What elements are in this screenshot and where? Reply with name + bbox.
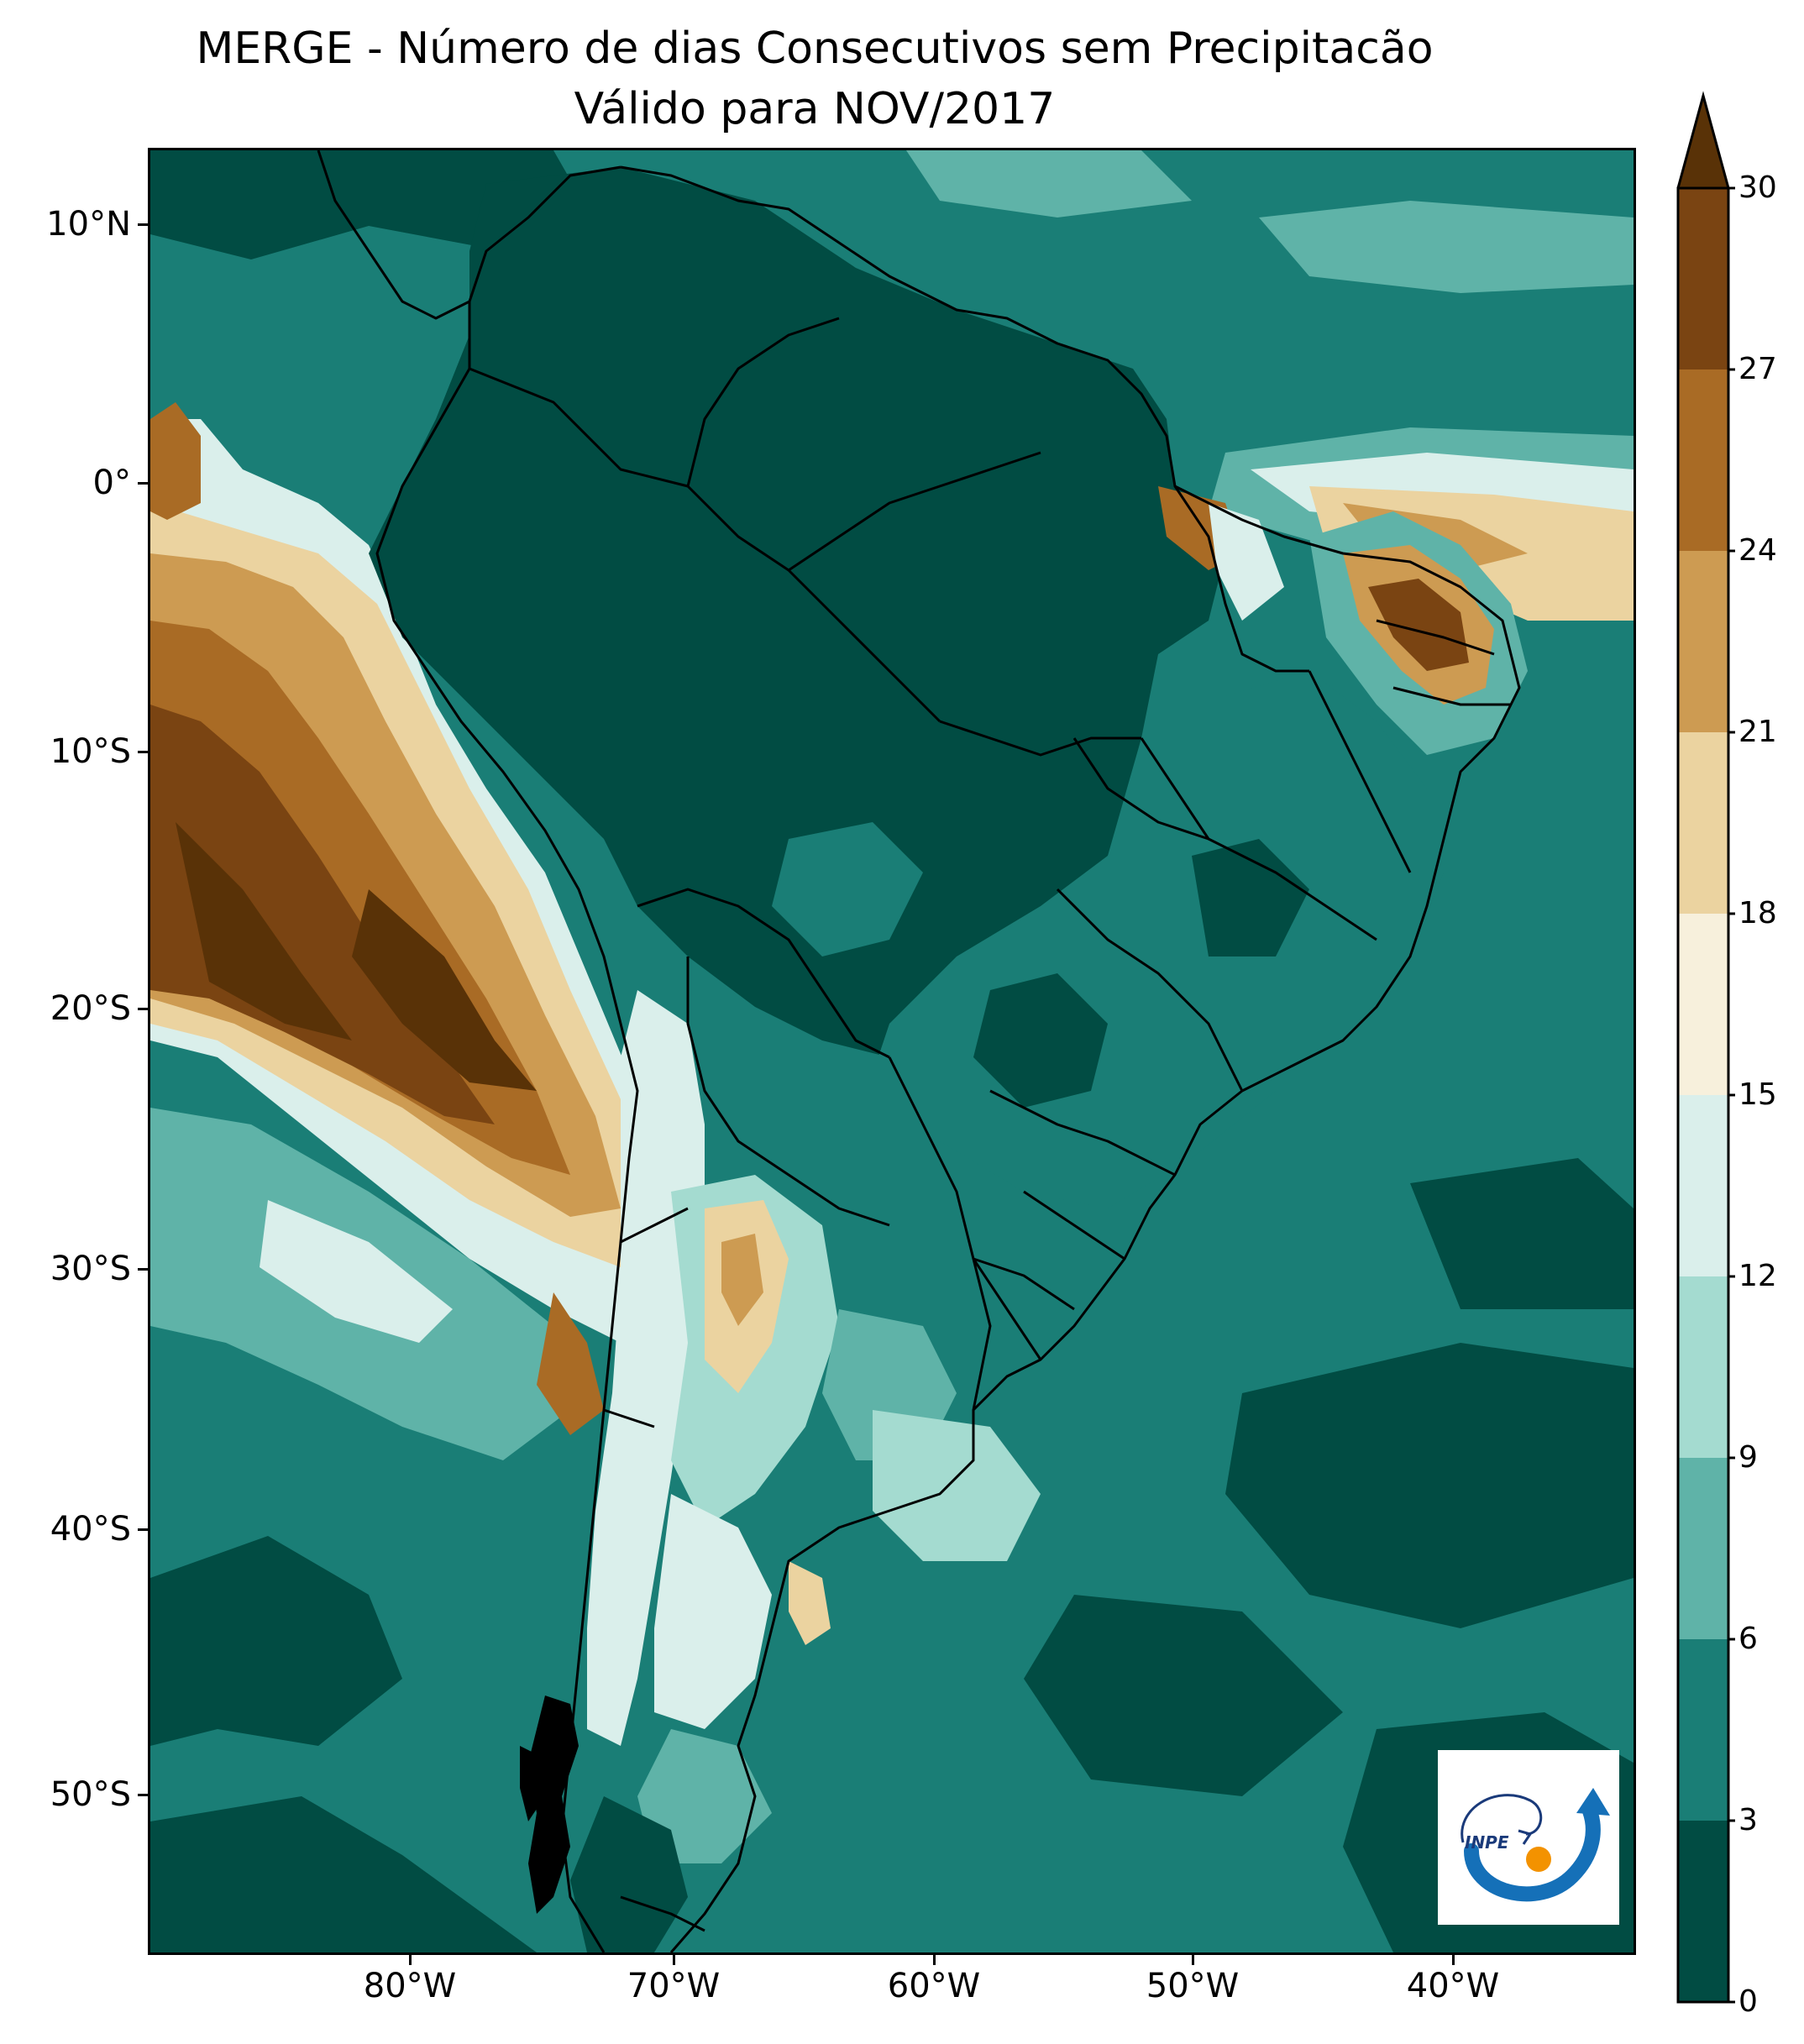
colorbar-segment bbox=[1678, 732, 1728, 914]
lat-tick bbox=[138, 1008, 148, 1010]
colorbar-extend-arrow-outline bbox=[1676, 91, 1730, 189]
lat-tick bbox=[138, 1794, 148, 1796]
country-borders bbox=[317, 150, 1521, 1952]
map-title: MERGE - Número de dias Consecutivos sem … bbox=[196, 24, 1434, 74]
colorbar-segment bbox=[1678, 551, 1728, 732]
colorbar-segment bbox=[1678, 1821, 1728, 2002]
lat-tick bbox=[138, 1268, 148, 1271]
lat-tick bbox=[138, 223, 148, 226]
colorbar-segment bbox=[1678, 1639, 1728, 1821]
colorbar-tick-label: 21 bbox=[1738, 715, 1777, 749]
lat-label-20s: 20°S bbox=[50, 989, 131, 1028]
inpe-logo-text: INPE bbox=[1465, 1832, 1509, 1853]
lon-label-40w: 40°W bbox=[1406, 1967, 1500, 2005]
precipitation-map bbox=[150, 150, 1634, 1952]
colorbar-tick-label: 15 bbox=[1738, 1077, 1777, 1112]
colorbar-segment bbox=[1678, 1095, 1728, 1276]
lon-tick bbox=[1452, 1955, 1455, 1965]
chile-fjords bbox=[520, 1695, 579, 1914]
colorbar-segment bbox=[1678, 369, 1728, 551]
colorbar-segment bbox=[1678, 188, 1728, 369]
lat-tick bbox=[138, 1528, 148, 1531]
lat-tick bbox=[138, 482, 148, 485]
colorbar-segment bbox=[1678, 1276, 1728, 1458]
colorbar-tick-label: 18 bbox=[1738, 896, 1777, 930]
colorbar-tick-label: 9 bbox=[1738, 1440, 1758, 1475]
central-brazil-region bbox=[772, 671, 1444, 1208]
lon-label-60w: 60°W bbox=[887, 1967, 981, 2005]
map-subtitle: Válido para NOV/2017 bbox=[574, 84, 1056, 134]
lon-tick bbox=[409, 1955, 412, 1965]
lat-tick bbox=[138, 751, 148, 753]
lat-label-0: 0° bbox=[92, 464, 131, 502]
pacific-dry-region bbox=[150, 402, 663, 1460]
lon-tick bbox=[673, 1955, 675, 1965]
colorbar-segment bbox=[1678, 1458, 1728, 1639]
lon-tick bbox=[933, 1955, 936, 1965]
lon-label-80w: 80°W bbox=[363, 1967, 457, 2005]
colorbar bbox=[1676, 91, 1735, 2004]
lon-label-50w: 50°W bbox=[1146, 1967, 1240, 2005]
colorbar-tick-label: 24 bbox=[1738, 533, 1777, 568]
colorbar-tick-label: 0 bbox=[1738, 1984, 1758, 2019]
lon-label-70w: 70°W bbox=[627, 1967, 721, 2005]
colorbar-segments bbox=[1678, 96, 1728, 2002]
colorbar-segment bbox=[1678, 914, 1728, 1095]
colorbar-tick-label: 12 bbox=[1738, 1259, 1777, 1293]
colorbar-tick-label: 30 bbox=[1738, 170, 1777, 205]
amazon-region bbox=[369, 167, 1225, 1057]
lat-label-40s: 40°S bbox=[50, 1510, 131, 1549]
lat-label-30s: 30°S bbox=[50, 1250, 131, 1288]
colorbar-tick-label: 27 bbox=[1738, 352, 1777, 386]
colorbar-ticks bbox=[1728, 186, 1735, 2004]
inpe-logo-icon bbox=[1461, 1788, 1610, 1902]
colorbar-tick-label: 6 bbox=[1738, 1622, 1758, 1656]
lat-label-10n: 10°N bbox=[46, 205, 131, 244]
map-panel bbox=[148, 148, 1636, 1955]
lon-tick bbox=[1192, 1955, 1194, 1965]
andes-patagonia-region bbox=[570, 990, 1041, 1952]
lat-label-50s: 50°S bbox=[50, 1775, 131, 1814]
lat-label-10s: 10°S bbox=[50, 732, 131, 771]
inpe-logo: INPE bbox=[1438, 1750, 1619, 1925]
colorbar-extend-arrow bbox=[1678, 96, 1728, 188]
colorbar-tick-label: 3 bbox=[1738, 1803, 1758, 1837]
